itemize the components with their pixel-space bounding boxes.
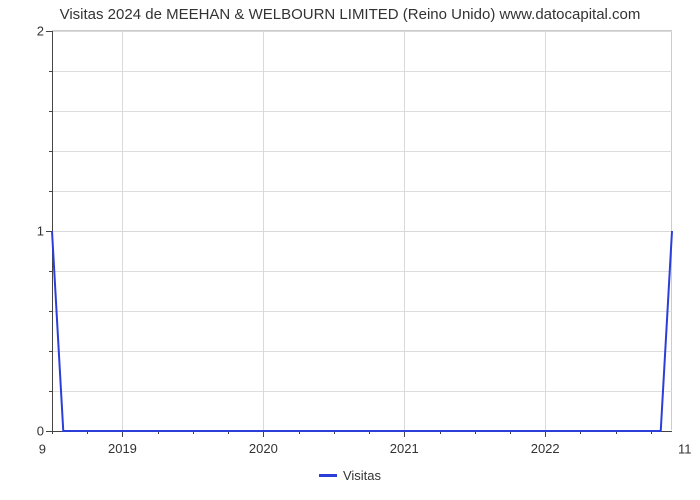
- chart-title: Visitas 2024 de MEEHAN & WELBOURN LIMITE…: [0, 6, 700, 23]
- y-tick-label: 1: [22, 224, 44, 239]
- visits-chart: Visitas 2024 de MEEHAN & WELBOURN LIMITE…: [0, 0, 700, 500]
- x-tick-label: 2022: [531, 441, 560, 456]
- y-tick-label: 0: [22, 424, 44, 439]
- legend-item: Visitas: [319, 468, 381, 483]
- legend-swatch: [319, 474, 337, 477]
- x-tick-label: 2020: [249, 441, 278, 456]
- x-minor-tick: [52, 431, 53, 434]
- legend: Visitas: [0, 464, 700, 483]
- plot-area: 0122019202020212022911: [52, 30, 672, 430]
- x-tick-label: 2021: [390, 441, 419, 456]
- y-tick-label: 2: [22, 24, 44, 39]
- point-label: 9: [39, 442, 46, 457]
- x-tick-label: 2019: [108, 441, 137, 456]
- point-label: 11: [678, 442, 692, 457]
- legend-label: Visitas: [343, 468, 381, 483]
- series-line: [52, 31, 672, 431]
